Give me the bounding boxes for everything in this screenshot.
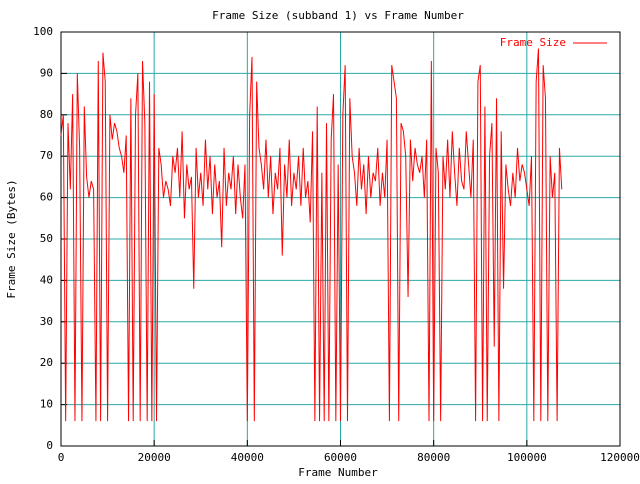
y-tick-label: 30	[40, 315, 53, 328]
plot-border	[60, 31, 621, 447]
y-tick-label: 20	[40, 356, 53, 369]
x-tick-label: 80000	[417, 451, 450, 464]
y-tick-label: 70	[40, 149, 53, 162]
x-tick-label: 0	[58, 451, 65, 464]
y-tick-label: 60	[40, 191, 53, 204]
x-tick-label: 20000	[138, 451, 171, 464]
y-tick-label: 80	[40, 108, 53, 121]
y-tick-label: 10	[40, 398, 53, 411]
x-tick-label: 40000	[231, 451, 264, 464]
y-tick-label: 100	[33, 25, 53, 38]
chart-title: Frame Size (subband 1) vs Frame Number	[212, 9, 464, 22]
y-tick-label: 50	[40, 232, 53, 245]
x-tick-label: 60000	[324, 451, 357, 464]
y-axis-label: Frame Size (Bytes)	[5, 179, 18, 298]
x-tick-label: 120000	[600, 451, 640, 464]
y-tick-label: 90	[40, 66, 53, 79]
x-tick-label: 100000	[507, 451, 547, 464]
y-tick-label: 0	[46, 439, 53, 452]
y-tick-label: 40	[40, 273, 53, 286]
legend-label: Frame Size	[500, 36, 566, 49]
x-axis-label: Frame Number	[298, 466, 378, 479]
data-line	[60, 48, 563, 422]
